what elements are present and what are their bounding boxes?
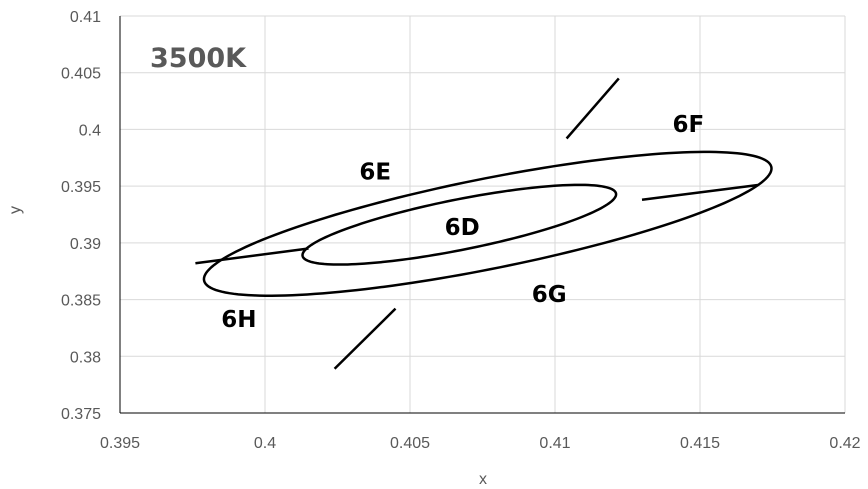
bin-divider bbox=[195, 249, 308, 264]
y-tick-label: 0.395 bbox=[61, 179, 101, 196]
y-tick-label: 0.4 bbox=[79, 122, 101, 139]
bin-label-6d: 6D bbox=[445, 215, 480, 241]
y-tick-label: 0.41 bbox=[70, 9, 101, 26]
y-tick-label: 0.405 bbox=[61, 66, 101, 83]
x-tick-label: 0.41 bbox=[539, 435, 570, 452]
x-tick-label: 0.42 bbox=[829, 435, 860, 452]
chart-title: 3500K bbox=[150, 43, 247, 74]
y-tick-label: 0.39 bbox=[70, 236, 101, 253]
axes bbox=[120, 16, 845, 413]
bin-divider bbox=[335, 309, 396, 369]
x-tick-label: 0.395 bbox=[100, 435, 140, 452]
bin-label-6e: 6E bbox=[359, 159, 391, 185]
bin-label-6h: 6H bbox=[221, 307, 256, 333]
y-tick-label: 0.375 bbox=[61, 406, 101, 423]
x-axis-title: x bbox=[479, 471, 487, 488]
y-tick-label: 0.385 bbox=[61, 293, 101, 310]
outer-ellipse bbox=[204, 152, 772, 296]
x-tick-label: 0.405 bbox=[390, 435, 430, 452]
y-axis-title: y bbox=[7, 206, 24, 214]
y-tick-label: 0.38 bbox=[70, 349, 101, 366]
bin-label-6f: 6F bbox=[673, 112, 705, 138]
gridlines bbox=[120, 16, 845, 413]
x-tick-label: 0.4 bbox=[254, 435, 276, 452]
bin-label-6g: 6G bbox=[532, 282, 567, 308]
x-tick-label: 0.415 bbox=[680, 435, 720, 452]
